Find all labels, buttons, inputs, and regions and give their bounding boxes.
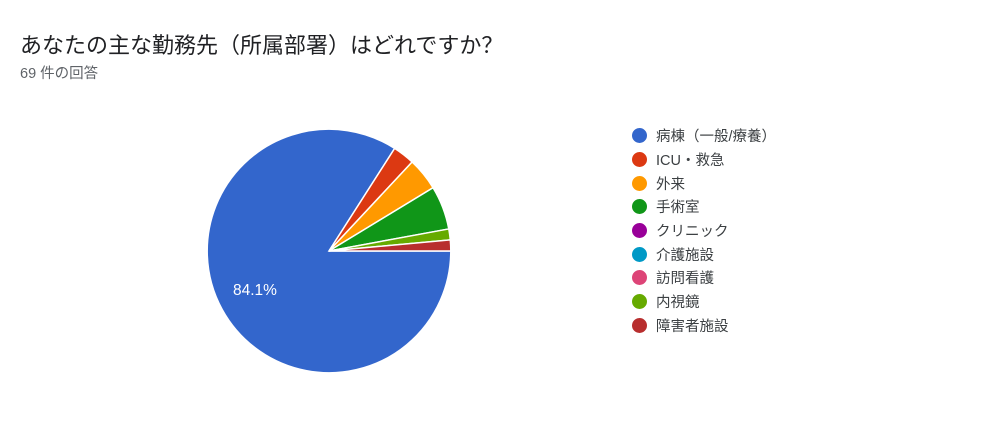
svg-text:84.1%: 84.1% — [233, 282, 277, 299]
